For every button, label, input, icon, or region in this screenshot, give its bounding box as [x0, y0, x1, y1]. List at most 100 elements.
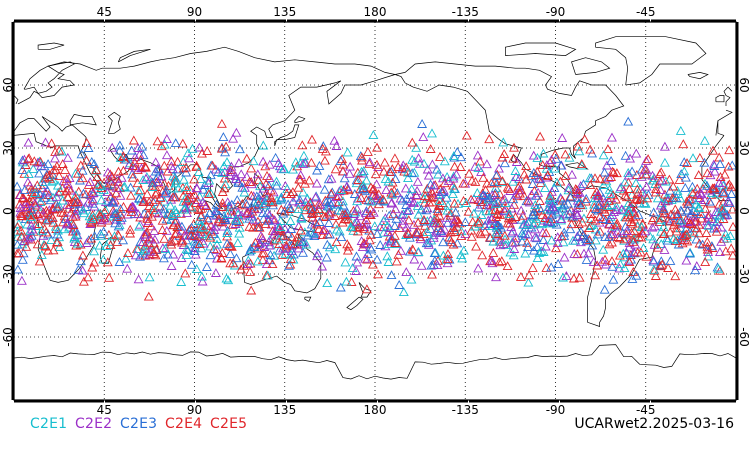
- observation-marker: [295, 174, 306, 184]
- observation-marker: [111, 182, 122, 192]
- observation-marker: [590, 235, 601, 245]
- observation-marker: [278, 164, 289, 174]
- lat-label-right: 30: [737, 140, 750, 155]
- observation-marker: [532, 253, 543, 263]
- observation-marker: [665, 216, 675, 226]
- observation-marker: [222, 227, 233, 237]
- observation-marker: [133, 243, 144, 253]
- observation-marker: [114, 256, 125, 266]
- observation-marker: [135, 185, 146, 195]
- observation-marker: [70, 198, 81, 208]
- observation-marker: [557, 203, 568, 213]
- observation-marker: [246, 163, 257, 173]
- observation-marker: [232, 195, 243, 205]
- observation-marker: [516, 205, 527, 215]
- observation-marker: [318, 141, 329, 151]
- observation-marker: [173, 183, 184, 193]
- observation-marker: [89, 231, 100, 241]
- observation-marker: [320, 146, 331, 156]
- observation-marker: [573, 198, 584, 208]
- observation-marker: [719, 169, 730, 179]
- observation-marker: [228, 133, 239, 143]
- observation-marker: [508, 176, 518, 186]
- observation-marker: [387, 177, 398, 187]
- observation-marker: [604, 231, 615, 241]
- observation-marker: [160, 188, 171, 198]
- observation-marker: [326, 173, 337, 183]
- observation-marker: [244, 221, 255, 231]
- observation-marker: [506, 203, 517, 213]
- coast-scandinavia: [23, 61, 75, 94]
- observation-marker: [448, 171, 459, 181]
- observation-marker: [402, 206, 413, 216]
- observation-marker: [486, 255, 497, 265]
- observation-marker: [368, 130, 379, 140]
- observation-marker: [689, 228, 700, 238]
- observation-marker: [592, 229, 603, 239]
- observation-marker: [285, 189, 296, 199]
- observation-marker: [638, 243, 649, 253]
- observation-marker: [556, 215, 567, 225]
- observation-marker: [623, 205, 634, 215]
- observation-marker: [351, 251, 362, 261]
- observation-marker: [268, 187, 279, 197]
- observation-marker: [602, 144, 613, 154]
- observation-marker: [322, 239, 333, 249]
- observation-marker: [581, 254, 592, 264]
- observation-marker: [361, 175, 372, 185]
- observation-marker: [428, 218, 439, 228]
- observation-marker: [218, 221, 229, 231]
- observation-marker: [495, 240, 506, 250]
- observation-marker: [658, 203, 669, 213]
- observation-marker: [17, 155, 28, 165]
- observation-marker: [403, 229, 414, 239]
- observation-marker: [189, 231, 200, 241]
- observation-marker: [170, 204, 181, 214]
- observation-marker: [555, 193, 566, 203]
- observation-marker: [499, 194, 510, 204]
- observation-marker: [185, 184, 196, 194]
- observation-marker: [88, 214, 99, 224]
- observation-marker: [425, 144, 436, 153]
- observation-marker: [715, 171, 726, 181]
- observation-marker: [578, 179, 589, 189]
- observation-marker: [205, 250, 216, 260]
- observation-marker: [625, 250, 636, 259]
- observation-marker: [176, 276, 187, 286]
- observation-marker: [88, 195, 99, 205]
- observation-marker: [553, 258, 564, 268]
- observation-marker: [403, 173, 413, 183]
- observation-marker: [407, 137, 418, 147]
- observation-marker: [391, 213, 402, 223]
- observation-marker: [23, 137, 34, 147]
- observation-marker: [236, 169, 247, 179]
- observation-marker: [726, 243, 737, 253]
- observation-marker: [446, 237, 457, 247]
- observation-marker: [77, 250, 88, 260]
- observation-marker: [149, 204, 160, 214]
- observation-marker: [128, 202, 139, 212]
- observation-marker: [366, 196, 377, 206]
- observation-marker: [506, 228, 517, 238]
- observation-marker: [32, 157, 43, 167]
- observation-marker: [63, 192, 74, 202]
- observation-marker: [336, 232, 347, 242]
- observation-marker: [163, 180, 174, 190]
- observation-marker: [538, 235, 549, 244]
- observation-marker: [142, 189, 153, 199]
- observation-marker: [201, 262, 212, 271]
- observation-marker: [340, 257, 351, 267]
- observation-marker: [218, 201, 229, 211]
- observation-marker: [704, 185, 715, 195]
- observation-marker: [139, 229, 150, 239]
- observation-marker: [112, 237, 123, 247]
- observation-marker: [54, 145, 65, 155]
- observation-marker: [540, 241, 551, 251]
- observation-marker: [593, 199, 604, 209]
- observation-marker: [585, 144, 596, 154]
- observation-marker: [45, 209, 56, 219]
- observation-marker: [510, 165, 521, 175]
- observation-marker: [100, 196, 111, 206]
- coast-asia-east: [214, 74, 396, 210]
- observation-marker: [266, 193, 277, 202]
